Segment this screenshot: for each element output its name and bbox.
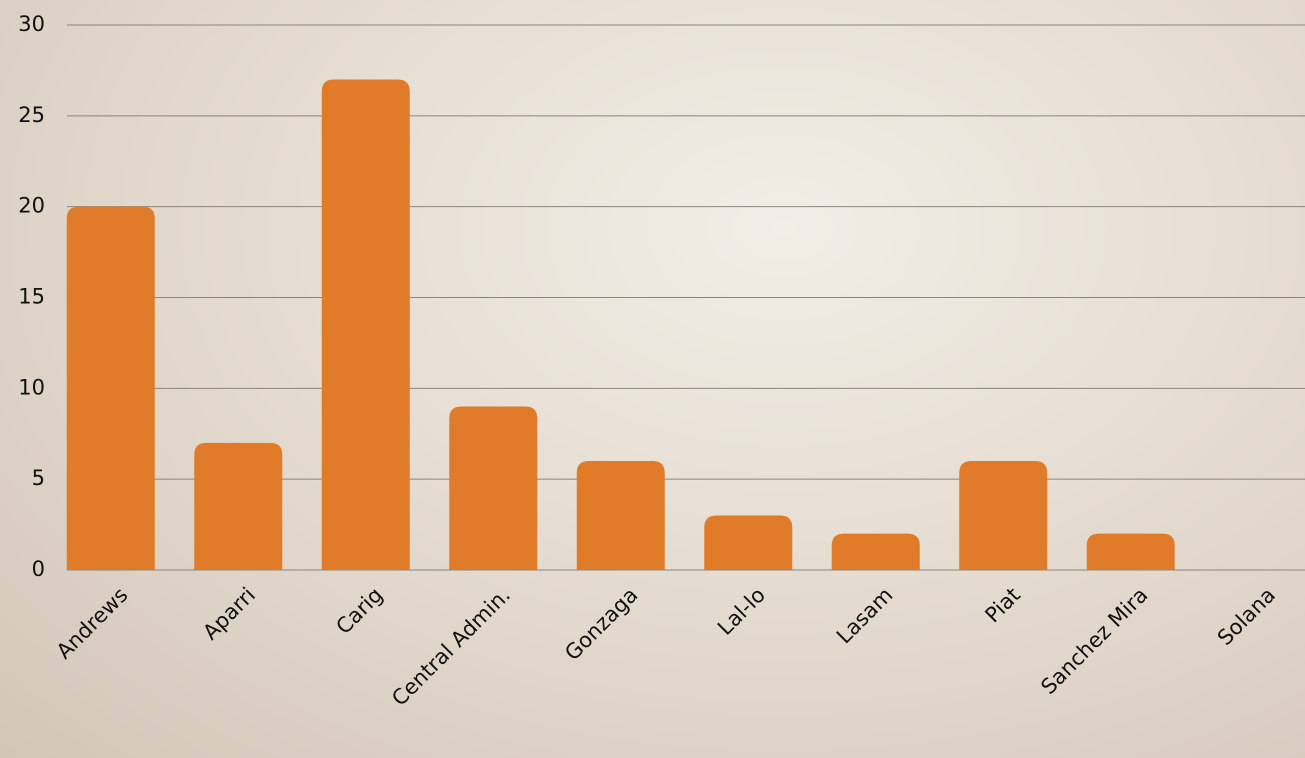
x-tick-label: Andrews (52, 583, 133, 664)
y-tick-label: 15 (18, 285, 45, 309)
bar (194, 442, 283, 570)
y-tick-label: 20 (18, 194, 45, 218)
bar (959, 461, 1048, 570)
x-tick-label: Central Admin. (387, 583, 515, 711)
x-tick-label: Lal-lo (713, 583, 770, 640)
x-tick-label: Carig (331, 583, 387, 639)
x-tick-label: Lasam (832, 583, 898, 649)
y-tick-label: 10 (18, 375, 45, 399)
x-tick-label: Aparri (198, 583, 260, 645)
bar (449, 406, 538, 570)
y-tick-label: 25 (18, 103, 45, 127)
y-tick-label: 0 (32, 557, 45, 581)
x-tick-label: Sanchez Mira (1036, 583, 1152, 699)
y-tick-label: 5 (32, 466, 45, 490)
y-tick-label: 30 (18, 12, 45, 36)
bar (704, 515, 793, 570)
bar (321, 79, 410, 570)
bar (1086, 533, 1175, 570)
bar (576, 461, 665, 570)
x-tick-label: Solana (1213, 583, 1280, 650)
bar (66, 206, 155, 570)
x-tick-label: Gonzaga (560, 583, 642, 665)
x-tick-label: Piat (980, 583, 1025, 628)
bar (831, 533, 920, 570)
